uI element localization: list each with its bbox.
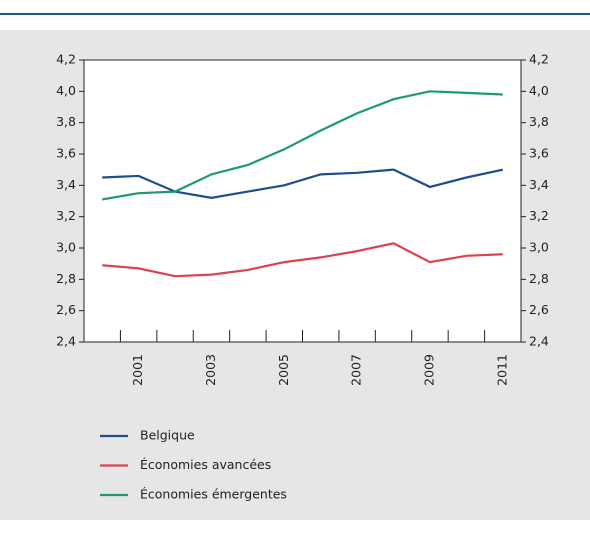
series-line	[102, 242, 503, 278]
y-tick-label: 3,0	[56, 240, 76, 255]
series-line	[102, 90, 503, 201]
y2-tick-label: 3,4	[529, 177, 549, 192]
x-tick-label: 2005	[276, 354, 291, 386]
y-tick-label: 3,8	[56, 114, 76, 129]
y-tick-label: 2,8	[56, 271, 76, 286]
y-tick-label: 3,4	[56, 177, 76, 192]
y-tick-label: 3,2	[56, 208, 76, 223]
y2-tick-label: 2,6	[529, 302, 549, 317]
y-tick-label: 2,6	[56, 302, 76, 317]
legend-label: Économies avancées	[140, 457, 271, 472]
x-tick-label: 2001	[130, 354, 145, 386]
y-tick-label: 2,4	[56, 334, 76, 349]
legend-label: Économies émergentes	[140, 487, 287, 502]
y-tick-label: 4,2	[56, 52, 76, 67]
y2-tick-label: 3,0	[529, 240, 549, 255]
y-tick-label: 3,6	[56, 146, 76, 161]
y2-tick-label: 3,6	[529, 146, 549, 161]
x-tick-label: 2011	[494, 354, 509, 386]
y2-tick-label: 3,8	[529, 114, 549, 129]
x-tick-label: 2009	[421, 354, 436, 386]
y-tick-label: 4,0	[56, 83, 76, 98]
x-tick-label: 2003	[203, 354, 218, 386]
series-line	[102, 168, 504, 199]
legend-label: Belgique	[140, 428, 195, 443]
y2-tick-label: 4,0	[529, 83, 549, 98]
y2-tick-label: 2,8	[529, 271, 549, 286]
y2-tick-label: 4,2	[529, 52, 549, 67]
y2-tick-label: 2,4	[529, 334, 549, 349]
y2-tick-label: 3,2	[529, 208, 549, 223]
plot-area	[83, 59, 522, 343]
x-tick-label: 2007	[349, 354, 364, 386]
